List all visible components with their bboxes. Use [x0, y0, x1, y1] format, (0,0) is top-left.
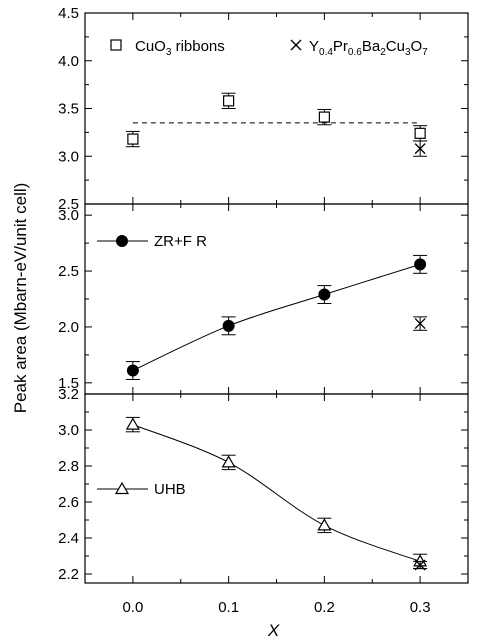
panel-1-ytick-label: 3.5 [58, 101, 79, 118]
legend-ypr-marker [290, 39, 302, 51]
panel-3-point-open-triangle [317, 518, 332, 531]
panel-3-point-open-triangle [125, 417, 140, 430]
panel-3-series-line [132, 424, 421, 562]
xtick-label: 0.2 [314, 599, 335, 616]
panel-3-ytick-label: 2.4 [58, 530, 79, 547]
panel-3-ytick-label: 2.2 [58, 566, 79, 583]
panel-2-point-filled-circle [414, 258, 427, 271]
panel-2-series-line [132, 263, 421, 371]
panel-1-point-open-square [414, 127, 426, 139]
panel-3-ytick-label: 2.8 [58, 458, 79, 475]
panel-1-point-open-square [127, 133, 139, 145]
legend-cuo3-label: CuO3 ribbons [135, 38, 225, 58]
x-axis-title: X [267, 621, 280, 640]
panel-2-legend-marker [116, 235, 128, 247]
panel-2-point-cross [414, 318, 426, 330]
panel-1-ytick-label: 4.0 [58, 53, 79, 70]
xtick-label: 0.3 [410, 599, 431, 616]
legend-ypr-label: Y0.4Pr0.6Ba2Cu3O7 [309, 38, 428, 58]
panel-2-point-filled-circle [222, 319, 235, 332]
panel-2-ytick-label: 1.5 [58, 375, 79, 392]
panel-1-ytick-label: 2.5 [58, 196, 79, 213]
panel-2-ytick-label: 2.5 [58, 263, 79, 280]
panel-2-ytick-label: 2.0 [58, 319, 79, 336]
panel-3-ytick-label: 3.0 [58, 422, 79, 439]
panel-3-legend-marker [114, 481, 130, 495]
panel-3-point-cross [414, 559, 426, 571]
panel-1-point-cross [414, 143, 426, 155]
legend-cuo3-marker [110, 39, 122, 51]
y-axis-title: Peak area (Mbarn-eV/unit cell) [11, 183, 30, 414]
panel-2-ytick-label: 3.0 [58, 207, 79, 224]
xtick-label: 0.1 [218, 599, 239, 616]
panel-2-legend-label: ZR+F R [154, 233, 207, 250]
panel-1-point-open-square [223, 95, 235, 107]
panel-3-point-open-triangle [221, 455, 236, 468]
panel-2-point-filled-circle [318, 288, 331, 301]
panel-1-ytick-label: 4.5 [58, 5, 79, 22]
panel-1-ytick-label: 3.0 [58, 148, 79, 165]
panel-3-ytick-label: 2.6 [58, 494, 79, 511]
panel-1-point-open-square [318, 111, 330, 123]
panel-3-legend-label: UHB [154, 481, 186, 498]
panel-2-point-filled-circle [126, 364, 139, 377]
panel-3-ytick-label: 3.2 [58, 386, 79, 403]
xtick-label: 0.0 [122, 599, 143, 616]
